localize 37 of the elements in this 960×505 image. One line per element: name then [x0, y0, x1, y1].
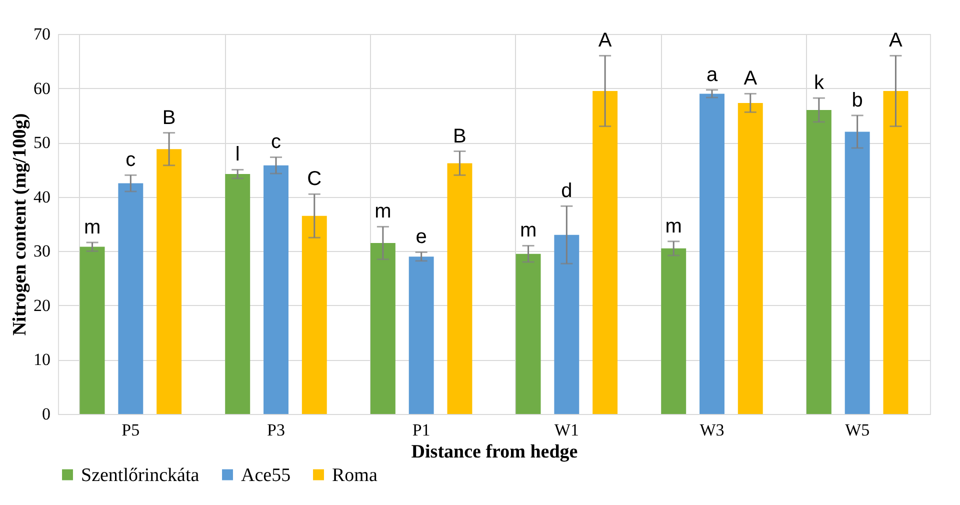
x-tick-label: W5 — [845, 420, 870, 440]
y-tick-label: 0 — [42, 404, 50, 424]
annotation: e — [416, 226, 427, 248]
annotation: m — [84, 216, 101, 238]
annotation: B — [453, 125, 466, 148]
legend-label: Szentlőrinckáta — [81, 464, 200, 486]
annotation: A — [889, 30, 904, 52]
y-tick-label: 50 — [34, 133, 50, 152]
annotation: c — [126, 149, 136, 172]
x-tick-label: W3 — [700, 420, 724, 440]
annotation: c — [271, 131, 281, 154]
y-tick-label: 70 — [34, 24, 50, 44]
annotation: A — [598, 30, 612, 52]
y-tick-label: 40 — [34, 187, 50, 206]
x-tick-label: P5 — [122, 420, 140, 440]
x-tick-label: P3 — [267, 420, 285, 440]
x-tick-label: P1 — [412, 420, 430, 440]
y-tick-label: 20 — [34, 296, 50, 315]
annotation: B — [162, 106, 176, 129]
x-axis-title: Distance from hedge — [411, 442, 578, 462]
annotation: C — [307, 168, 322, 190]
y-tick-label: 10 — [34, 350, 50, 370]
annotation: l — [235, 144, 240, 166]
x-tick-label: W1 — [554, 420, 579, 440]
annotation: m — [374, 200, 392, 223]
legend-label: Ace55 — [241, 464, 291, 486]
annotation: k — [814, 72, 825, 94]
annotation: A — [744, 68, 758, 90]
annotation: m — [520, 220, 537, 242]
y-tick-label: 60 — [34, 78, 50, 98]
annotation: m — [665, 215, 682, 238]
annotation: d — [561, 180, 572, 202]
legend-label: Roma — [332, 464, 378, 486]
y-tick-label: 30 — [34, 242, 50, 261]
annotation: b — [852, 89, 863, 112]
annotation: a — [706, 64, 718, 86]
y-axis-title: Nitrogen content (mg/100g) — [10, 113, 30, 336]
